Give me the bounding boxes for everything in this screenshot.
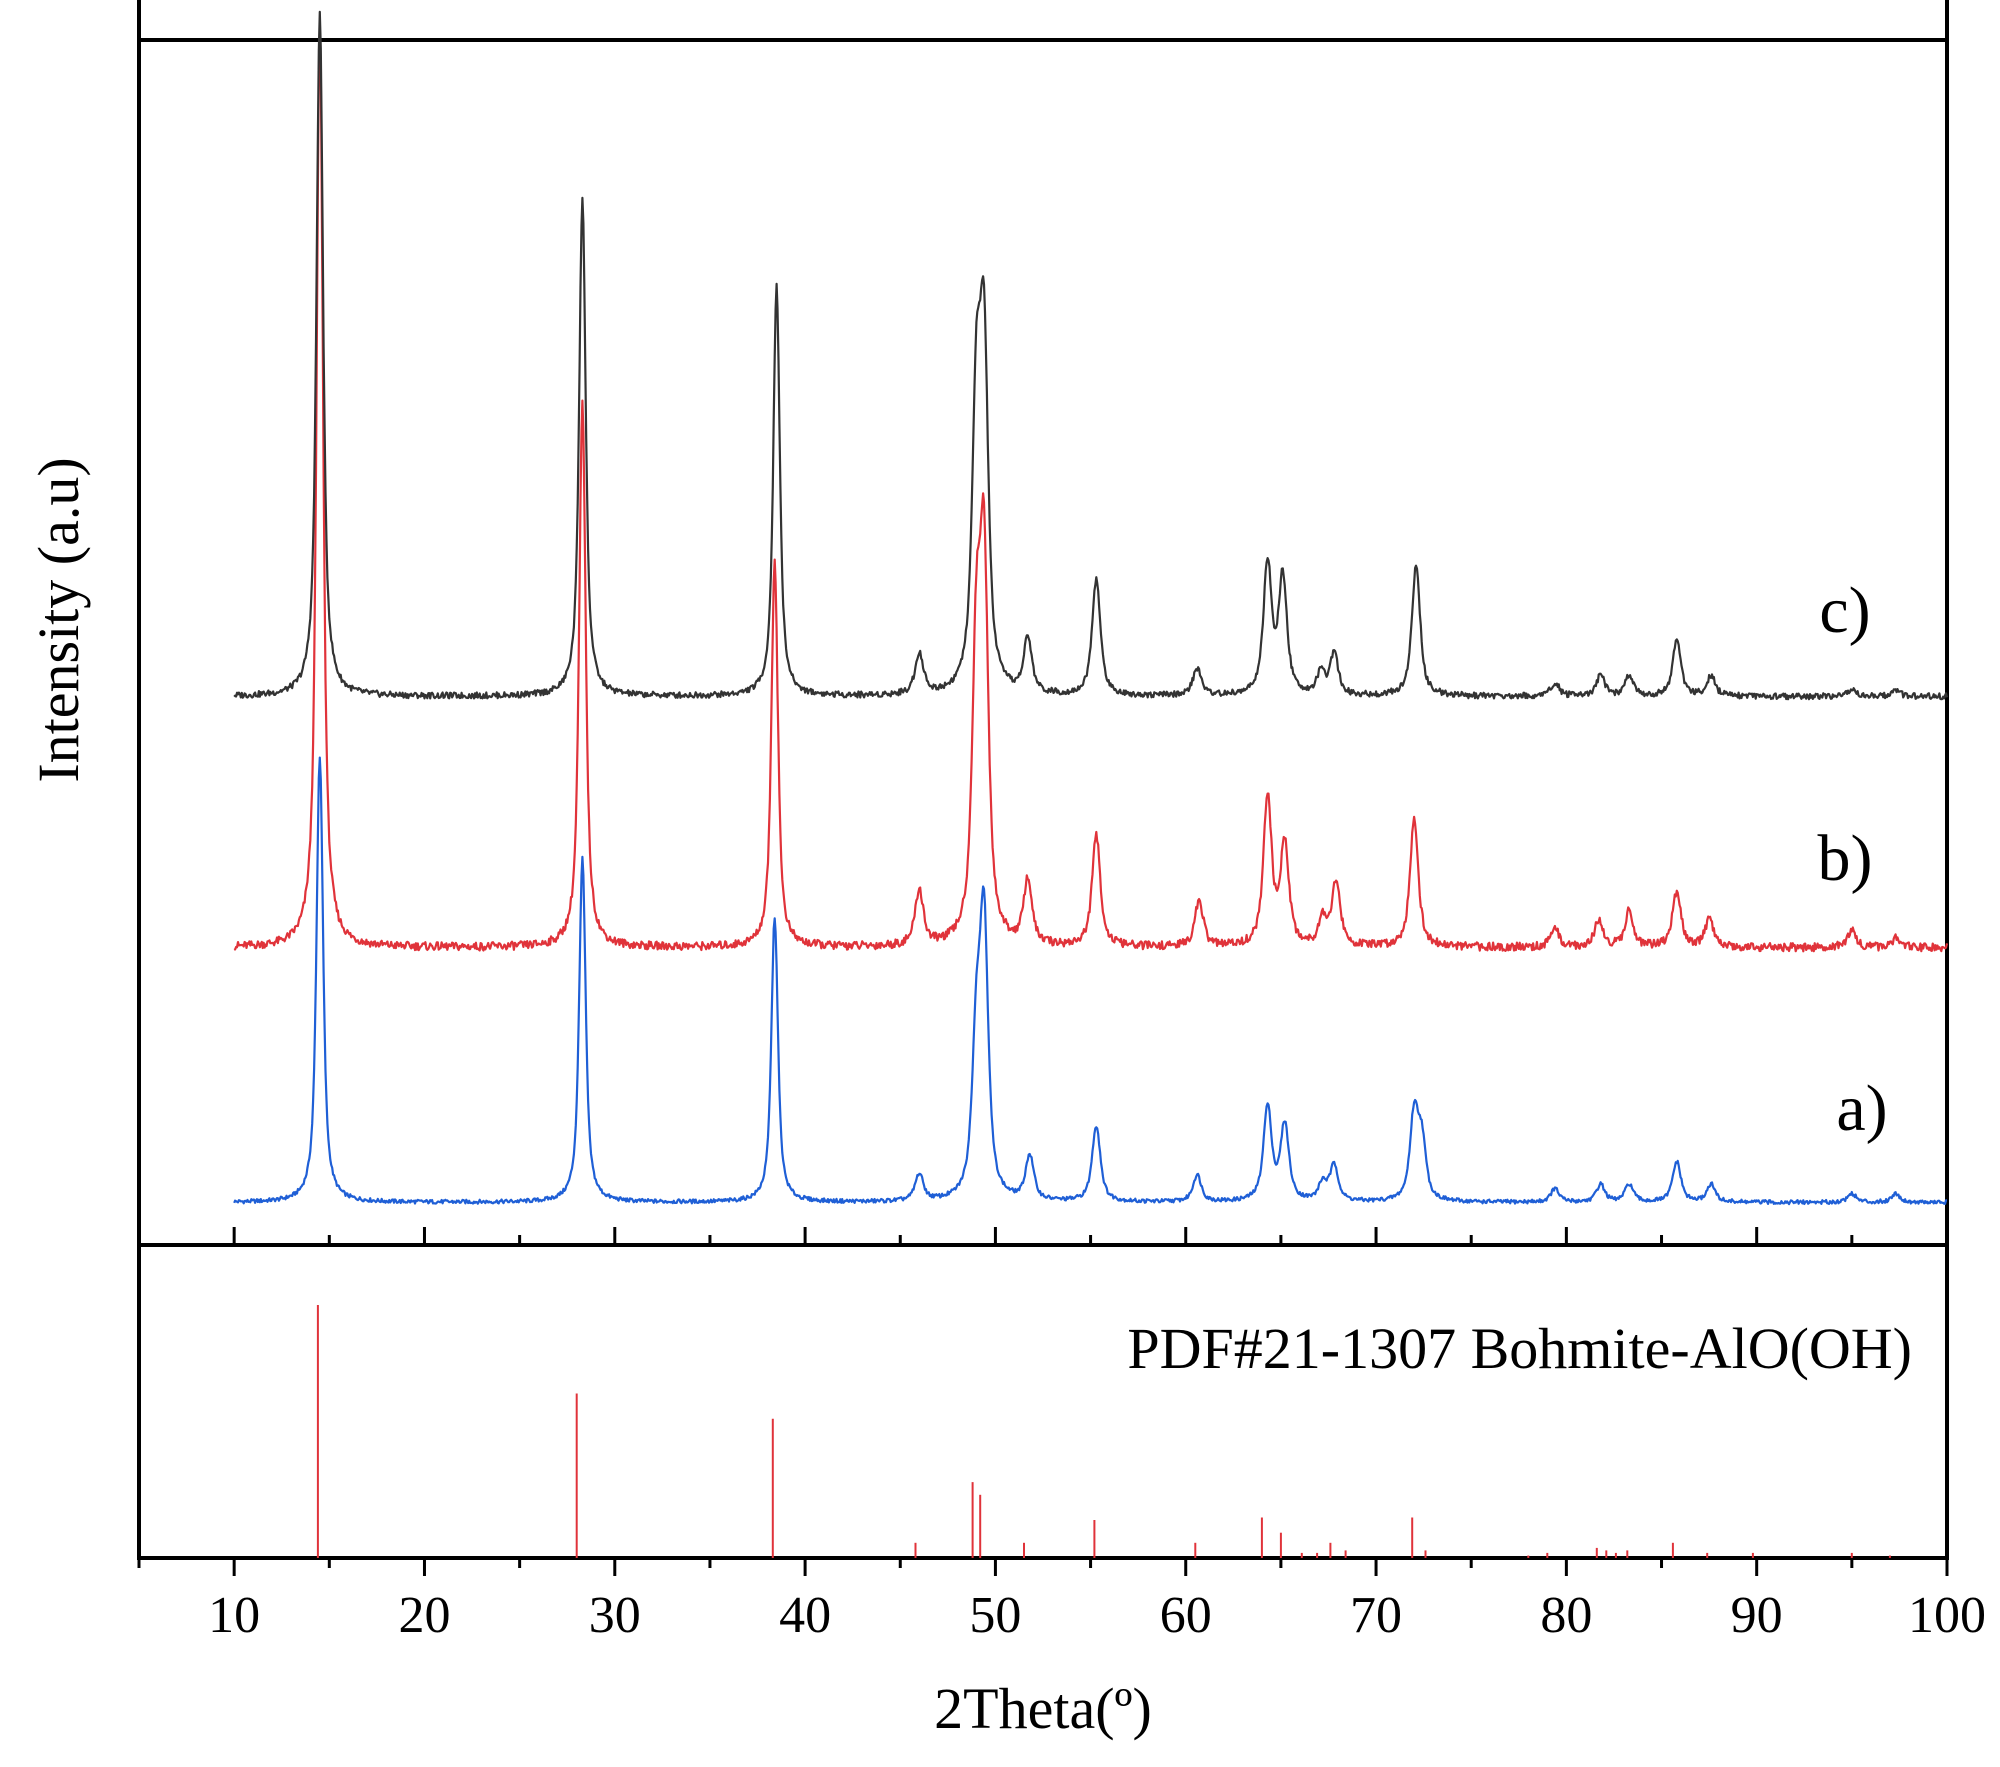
reference-x-ticks	[137, 1558, 1949, 1576]
series-label-1: a)	[1836, 1072, 1887, 1145]
series-line-3	[233, 10, 1949, 701]
main-x-ticks	[137, 1227, 1949, 1245]
x-tick-label-10: 10	[208, 1587, 260, 1644]
x-axis-label: 2Theta(º)	[934, 1676, 1152, 1741]
trace-labels: a) b) c)	[1818, 574, 1888, 1145]
reference-stick-lines	[316, 1305, 1891, 1558]
y-axis-label: Intensity (a.u)	[26, 457, 91, 782]
x-tick-label-40: 40	[779, 1587, 831, 1644]
x-tick-label-50: 50	[969, 1587, 1021, 1644]
series-label-2: b)	[1818, 822, 1873, 895]
reference-label: PDF#21-1307 Bohmite-AlO(OH)	[1127, 1316, 1912, 1381]
series-label-3: c)	[1819, 574, 1870, 647]
x-tick-label-80: 80	[1540, 1587, 1592, 1644]
x-tick-label-20: 20	[398, 1587, 450, 1644]
x-tick-label-70: 70	[1350, 1587, 1402, 1644]
reference-plot-frame	[137, 1243, 1949, 1560]
x-tick-label-30: 30	[589, 1587, 641, 1644]
xrd-traces	[233, 10, 1949, 1206]
x-tick-labels: 10 20 30 40 50 60 70 80 90 100	[208, 1587, 1986, 1644]
x-tick-label-100: 100	[1908, 1587, 1986, 1644]
reference-panel: PDF#21-1307 Bohmite-AlO(OH)	[137, 1243, 1949, 1576]
series-line-1	[233, 756, 1948, 1206]
x-tick-label-90: 90	[1731, 1587, 1783, 1644]
main-panel: a) b) c)	[137, 0, 1949, 1247]
series-line-2	[233, 24, 1949, 953]
x-tick-label-60: 60	[1160, 1587, 1212, 1644]
